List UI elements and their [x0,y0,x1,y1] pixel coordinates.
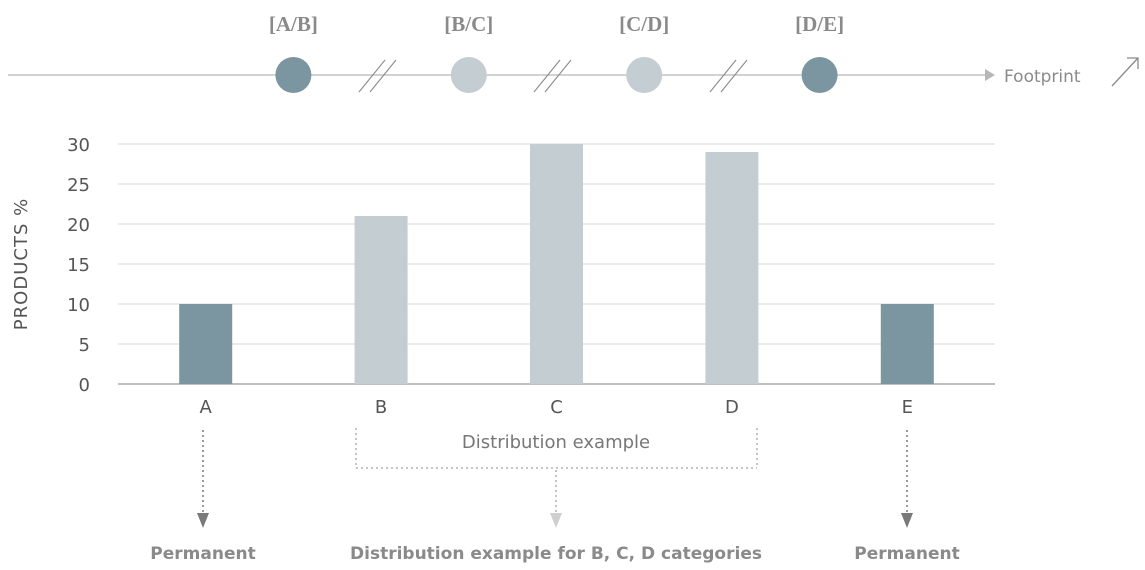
y-tick-label: 5 [79,335,90,356]
bracket-label: Distribution example [462,432,650,453]
y-tick-label: 20 [67,215,90,236]
timeline-break-mark [358,59,397,93]
y-tick-label: 10 [67,295,90,316]
timeline: Footprint [A/B] [B/C] [C/D] [D/E] [8,12,1139,93]
timeline-dot [450,57,487,93]
timeline-break-mark [709,59,748,93]
bottom-label-center: Distribution example for B, C, D categor… [350,544,762,564]
arrow-down-icon [901,513,913,528]
distribution-bracket [355,428,758,512]
timeline-dot [801,57,838,93]
x-tick-label: D [725,397,739,418]
y-tick-label: 15 [67,255,90,276]
timeline-break-mark [533,59,572,93]
timeline-axis-label: Footprint [1004,67,1081,87]
x-tick-label: C [550,397,563,418]
y-tick-label: 0 [79,375,90,396]
timeline-range-label: [C/D] [619,12,669,36]
y-axis-label: PRODUCTS % [11,198,32,330]
timeline-dot [626,57,663,93]
bar-chart: PRODUCTS % 0 5 10 15 20 25 30 A B C D E [11,135,995,418]
bar-C [530,144,583,384]
bar-E [880,304,934,384]
x-tick-label: A [200,397,213,418]
y-tick-label: 30 [67,135,90,156]
bottom-label-right: Permanent [854,544,959,564]
timeline-arrow-head-icon [985,69,995,81]
bottom-label-left: Permanent [150,544,255,564]
annotations: Distribution example Permanent Distribut… [150,428,960,564]
arrow-down-icon [197,513,209,528]
timeline-dot [275,57,312,93]
bar-D [705,152,759,384]
x-tick-label: E [902,397,913,418]
bar-B [354,216,408,384]
timeline-range-label: [D/E] [795,12,844,36]
arrow-down-icon [550,513,562,528]
x-tick-label: B [375,397,387,418]
y-tick-label: 25 [67,175,90,196]
timeline-range-label: [B/C] [444,12,493,36]
diagonal-arrow-icon [1111,57,1139,87]
timeline-range-label: [A/B] [269,12,318,36]
bar-A [179,304,233,384]
